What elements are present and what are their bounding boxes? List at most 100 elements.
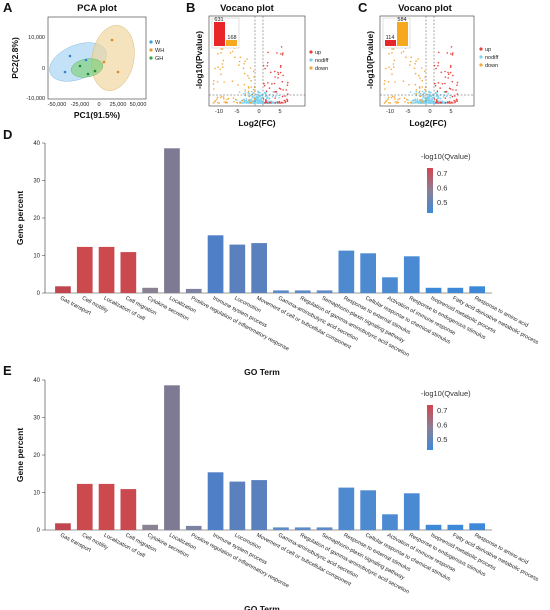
volcano-c-xtick: 0	[428, 109, 431, 115]
volcano-point-up	[277, 77, 279, 79]
bar	[338, 250, 355, 293]
volcano-point-up	[452, 52, 454, 54]
volcano-point-down	[424, 76, 427, 78]
volcano-b-xlabel: Log2(FC)	[238, 118, 275, 128]
volcano-point-nodiff	[431, 98, 434, 100]
volcano-point-down	[402, 80, 405, 82]
volcano-point-down	[234, 98, 237, 101]
volcano-point-nodiff	[430, 102, 433, 104]
volcano-point-nodiff	[424, 102, 427, 104]
volcano-point-nodiff	[247, 92, 249, 94]
volcano-point-nodiff	[253, 100, 255, 103]
volcano-b-xtick: 5	[278, 109, 281, 115]
volcano-point-nodiff	[265, 97, 268, 100]
volcano-point-up	[280, 53, 282, 55]
volcano-b-xtick: -10	[215, 109, 223, 115]
volcano-point-nodiff	[250, 90, 253, 93]
volcano-point-down	[216, 81, 219, 83]
volcano-point-down	[424, 88, 426, 91]
volcano-point-down	[218, 102, 221, 104]
pca-plot-area	[47, 16, 147, 100]
volcano-point-nodiff	[272, 90, 275, 93]
volcano-point-down	[391, 48, 393, 50]
volcano-point-up	[450, 46, 453, 48]
volcano-point-down	[398, 97, 401, 100]
volcano-point-down	[221, 48, 224, 50]
volcano-point-nodiff	[241, 102, 244, 104]
volcano-point-down	[243, 63, 245, 65]
colorbar-tick-label: 0.7	[437, 406, 447, 415]
bar	[425, 287, 442, 293]
pca-point	[86, 72, 90, 76]
volcano-point-nodiff	[415, 91, 418, 93]
pca-ytick: -10,000	[26, 96, 45, 102]
legend-label-nodiff: nodiff	[315, 58, 329, 64]
volcano-point-nodiff	[421, 90, 424, 93]
volcano-point-up	[435, 99, 438, 101]
volcano-point-down	[415, 93, 418, 95]
volcano-point-up	[268, 87, 271, 89]
volcano-point-nodiff	[270, 100, 273, 103]
volcano-point-down	[238, 60, 241, 63]
volcano-point-nodiff	[276, 92, 279, 95]
volcano-point-down	[396, 102, 398, 104]
volcano-point-nodiff	[413, 98, 415, 101]
bar	[469, 523, 485, 531]
legend-dot-nodiff	[309, 58, 313, 62]
volcano-point-up	[284, 100, 287, 102]
volcano-point-down	[419, 99, 421, 102]
volcano-point-nodiff	[430, 95, 433, 97]
volcano-c-title: Vocano plot	[398, 3, 452, 14]
volcano-point-nodiff	[273, 101, 275, 103]
bar	[142, 524, 158, 530]
volcano-point-up	[437, 102, 440, 104]
volcano-point-nodiff	[407, 99, 409, 101]
bar	[55, 523, 71, 531]
volcano-b-title: Vocano plot	[220, 3, 274, 14]
volcano-point-nodiff	[244, 100, 247, 102]
colorbar-title: -log10(Qvalue)	[421, 389, 471, 398]
colorbar	[427, 405, 433, 450]
volcano-point-down	[384, 80, 386, 82]
volcano-point-down	[420, 67, 423, 69]
volcano-point-nodiff	[258, 91, 261, 93]
volcano-point-down	[387, 96, 390, 99]
x-axis-label: GO Term	[244, 367, 280, 377]
volcano-point-up	[266, 102, 269, 104]
volcano-point-down	[418, 90, 421, 93]
volcano-point-down	[248, 99, 250, 102]
volcano-point-down	[217, 102, 219, 104]
volcano-point-down	[242, 67, 245, 70]
volcano-point-nodiff	[437, 95, 440, 97]
legend-dot-up	[309, 50, 313, 54]
volcano-point-down	[405, 56, 407, 58]
volcano-point-down	[217, 66, 219, 68]
volcano-point-nodiff	[255, 99, 258, 102]
volcano-point-up	[266, 61, 269, 64]
volcano-point-down	[397, 98, 399, 101]
bar	[55, 286, 71, 294]
volcano-point-down	[394, 98, 396, 100]
volcano-point-nodiff	[442, 102, 444, 104]
bar	[120, 252, 137, 293]
volcano-point-down	[418, 74, 420, 77]
volcano-point-down	[232, 97, 235, 99]
pca-point	[93, 69, 97, 73]
volcano-point-up	[435, 67, 437, 70]
volcano-point-down	[403, 97, 406, 99]
legend-label-w: W	[155, 40, 161, 46]
volcano-point-down	[244, 60, 246, 62]
volcano-point-down	[415, 89, 418, 91]
volcano-point-nodiff	[445, 95, 448, 97]
volcano-point-up	[281, 95, 284, 98]
volcano-point-down	[233, 101, 235, 103]
volcano-point-down	[388, 102, 390, 104]
volcano-point-up	[438, 51, 440, 54]
volcano-point-up	[279, 102, 281, 104]
volcano-point-down	[243, 83, 246, 86]
volcano-b-legend: up nodiff down	[309, 50, 329, 72]
volcano-point-nodiff	[426, 96, 429, 98]
pca-ytick: 10,000	[28, 35, 45, 41]
bar	[273, 527, 289, 530]
